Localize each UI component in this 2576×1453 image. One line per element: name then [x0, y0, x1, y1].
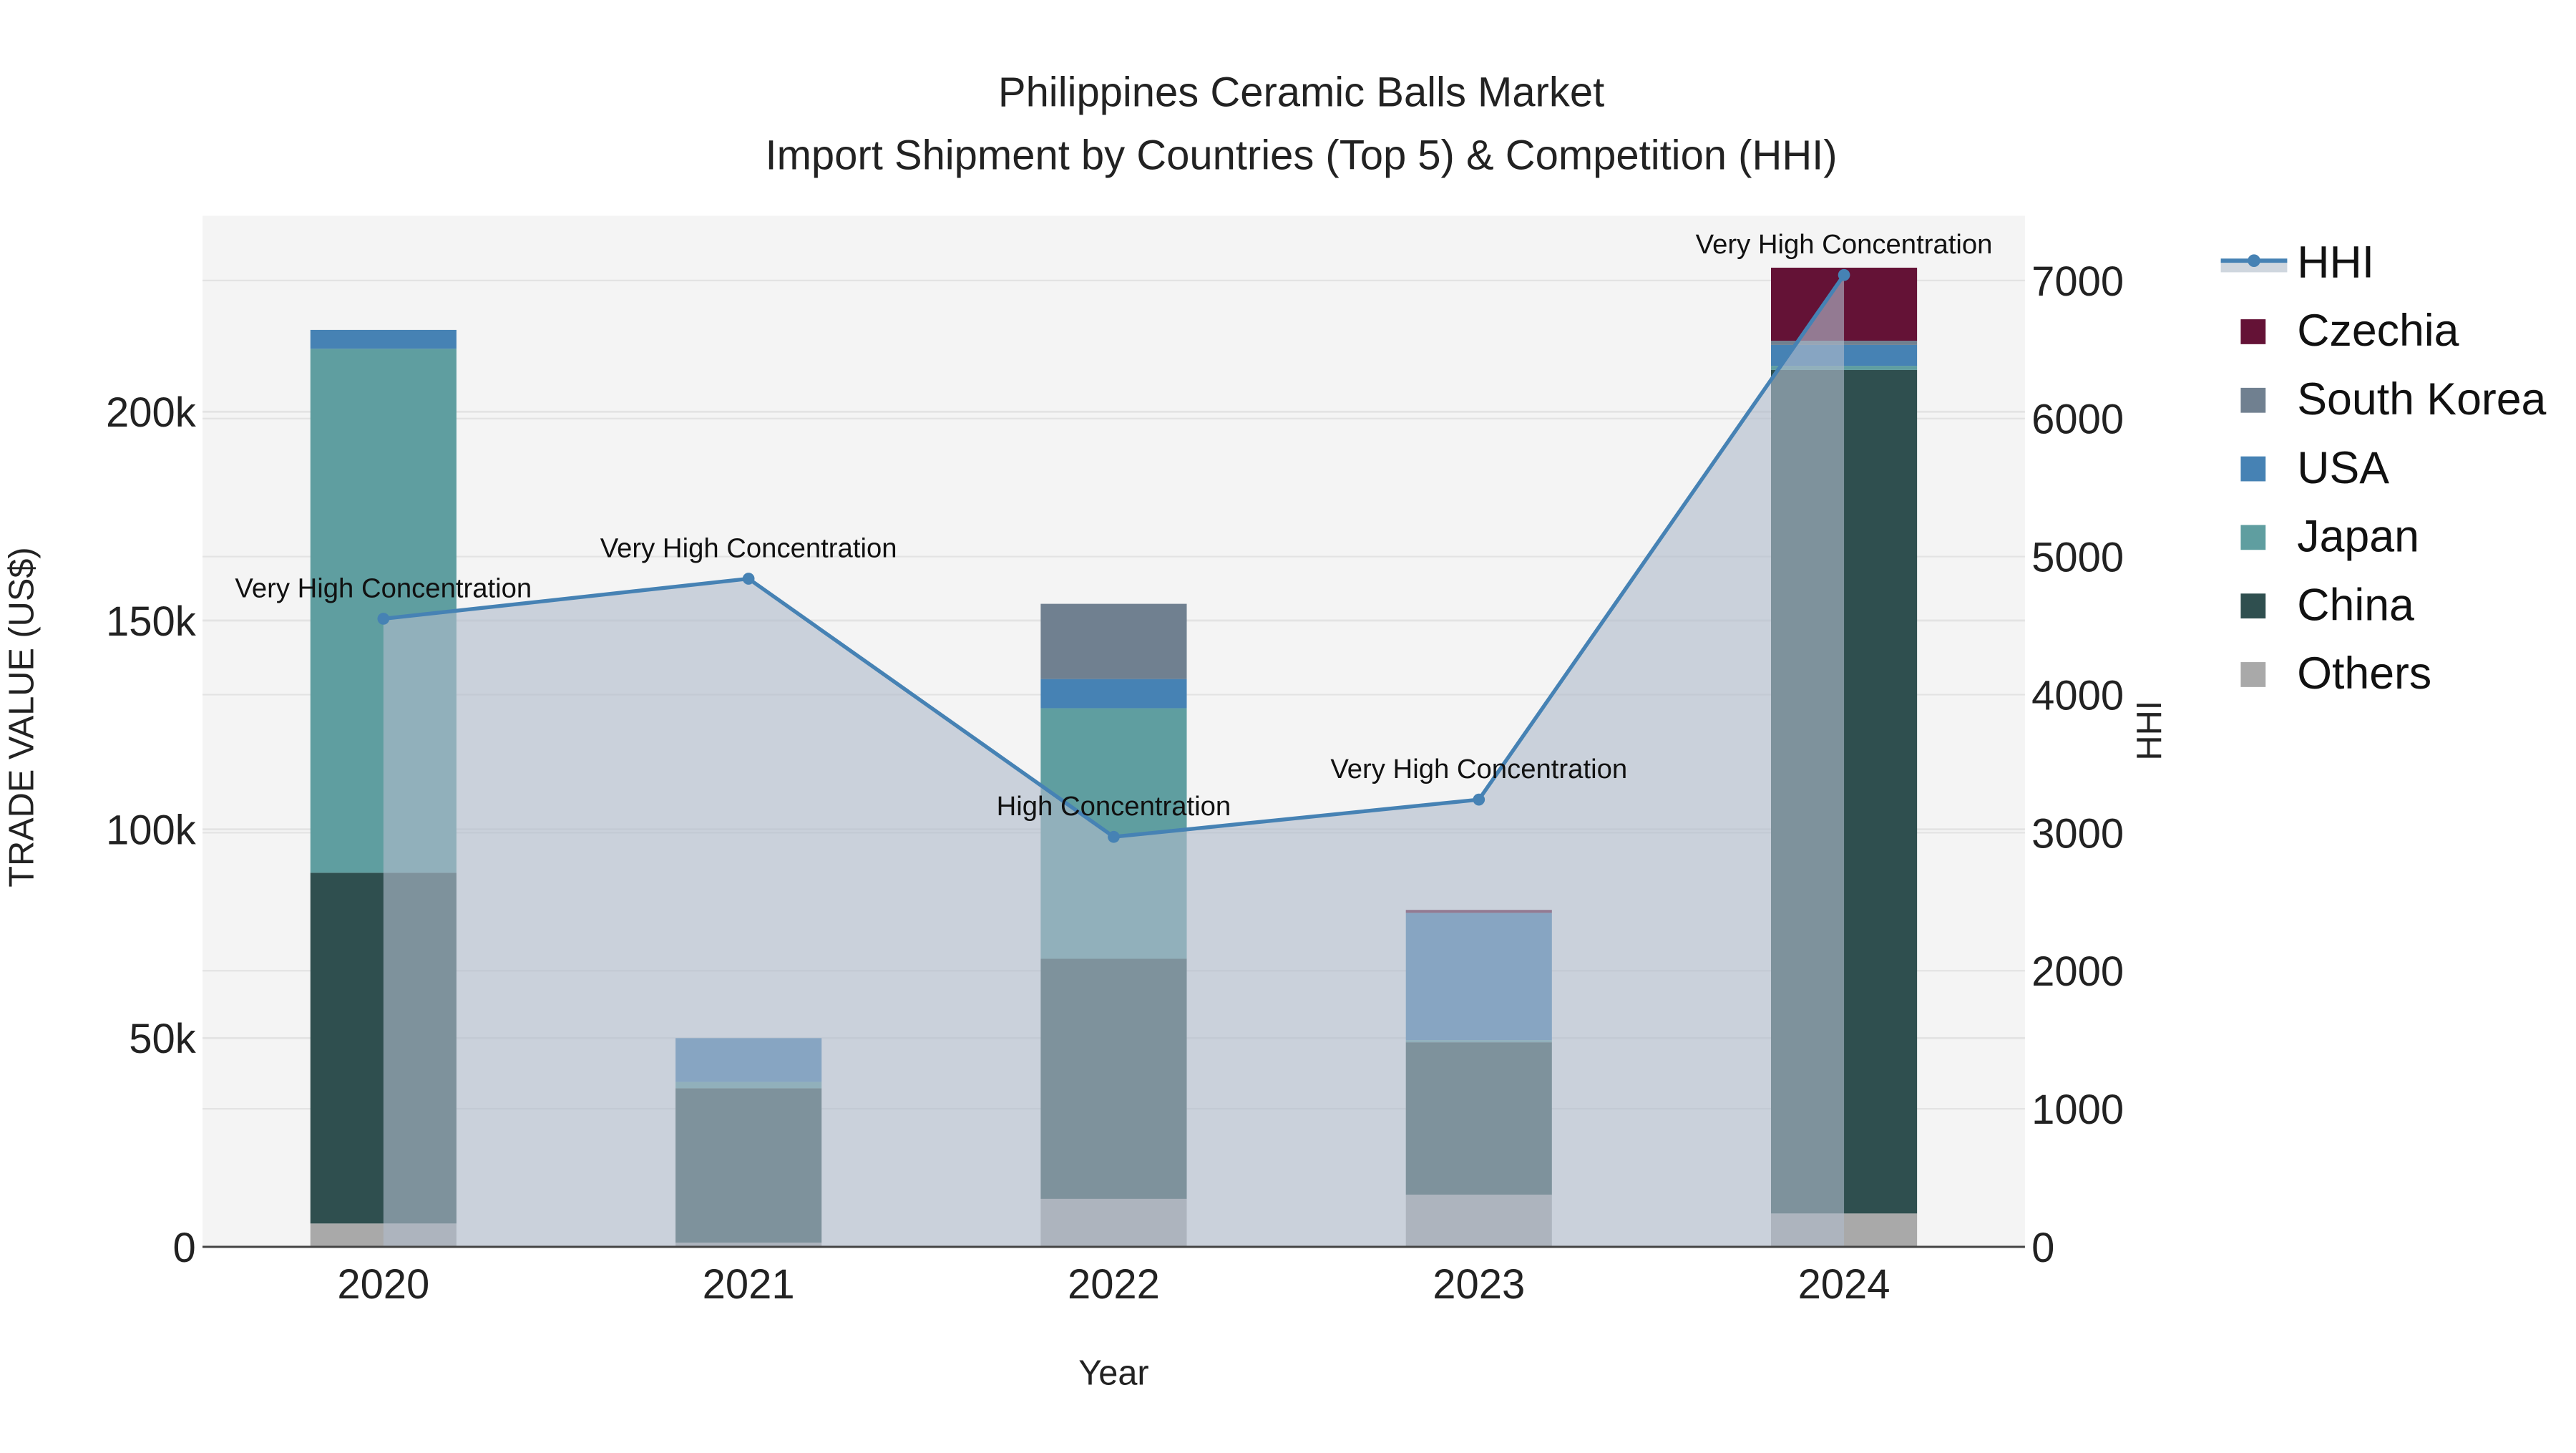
y-right-tick-label: 7000	[2031, 259, 2124, 305]
legend-swatch-icon	[2240, 525, 2266, 550]
y-right-tick-label: 2000	[2031, 949, 2124, 995]
bar-segment-south-korea[interactable]	[1040, 603, 1187, 679]
y-right-tick-label: 0	[2031, 1225, 2054, 1271]
hhi-annotation-2023: Very High Concentration	[1330, 754, 1627, 784]
legend-label: Czechia	[2297, 306, 2459, 356]
y-left-tick-label: 150k	[106, 599, 197, 645]
legend-item-hhi[interactable]: HHI	[2220, 237, 2375, 287]
title-line-1: Philippines Ceramic Balls Market	[998, 69, 1604, 115]
bar-segment-usa[interactable]	[310, 329, 457, 349]
hhi-series	[377, 268, 1850, 1248]
x-tick-label: 2021	[703, 1262, 795, 1308]
title-line-2: Import Shipment by Countries (Top 5) & C…	[766, 133, 1838, 179]
legend: HHI Czechia South Korea USA Japan China Others	[2220, 237, 2547, 699]
hhi-area	[383, 275, 1845, 1248]
y-right-tick-label: 6000	[2031, 397, 2124, 443]
x-tick-label: 2023	[1433, 1262, 1525, 1308]
legend-label: South Korea	[2297, 374, 2546, 424]
legend-label: Others	[2297, 648, 2431, 699]
hhi-annotation-2022: High Concentration	[997, 791, 1231, 822]
y-left-tick-label: 100k	[106, 808, 197, 854]
y-left-tick-label: 0	[172, 1225, 195, 1271]
legend-label: HHI	[2297, 237, 2374, 287]
legend-item-usa[interactable]: USA	[2240, 443, 2389, 493]
legend-swatch-icon	[2240, 593, 2266, 619]
y-right-axis-label: HHI	[2130, 701, 2169, 761]
legend-swatch-icon	[2240, 319, 2266, 344]
y-right-axis: 0 1000 2000 3000 4000 5000 6000 7000	[2031, 259, 2124, 1271]
y-right-tick-label: 5000	[2031, 535, 2124, 581]
bar-segment-south-korea[interactable]	[1771, 341, 1918, 345]
legend-label: USA	[2297, 443, 2389, 493]
hhi-annotation-2020: Very High Concentration	[235, 573, 532, 603]
hhi-point-2021[interactable]	[742, 573, 755, 585]
legend-item-czechia[interactable]: Czechia	[2240, 306, 2459, 356]
hhi-point-2020[interactable]	[377, 613, 390, 625]
x-tick-label: 2022	[1068, 1262, 1160, 1308]
legend-item-japan[interactable]: Japan	[2240, 512, 2419, 562]
y-left-axis-label: TRADE VALUE (US$)	[2, 547, 41, 887]
y-right-tick-label: 3000	[2031, 811, 2124, 857]
legend-label: Japan	[2297, 512, 2419, 562]
legend-item-others[interactable]: Others	[2240, 648, 2431, 699]
chart-title: Philippines Ceramic Balls Market Import …	[766, 69, 1838, 178]
legend-item-china[interactable]: China	[2240, 580, 2414, 630]
y-left-axis: 0 50k 100k 150k 200k	[106, 390, 197, 1271]
hhi-legend-marker-icon	[2248, 254, 2260, 267]
hhi-annotation-2024: Very High Concentration	[1696, 229, 1993, 260]
y-right-tick-label: 4000	[2031, 673, 2124, 719]
bar-segment-japan[interactable]	[1771, 366, 1918, 370]
legend-swatch-icon	[2240, 662, 2266, 687]
x-tick-label: 2020	[337, 1262, 429, 1308]
legend-swatch-icon	[2240, 387, 2266, 413]
y-left-tick-label: 200k	[106, 390, 197, 436]
x-tick-label: 2024	[1798, 1262, 1890, 1308]
y-right-tick-label: 1000	[2031, 1087, 2124, 1133]
y-left-tick-label: 50k	[129, 1016, 196, 1062]
x-axis: 2020 2021 2022 2023 2024	[337, 1262, 1890, 1308]
hhi-point-2023[interactable]	[1473, 793, 1485, 806]
hhi-point-2024[interactable]	[1838, 268, 1850, 281]
legend-item-south-korea[interactable]: South Korea	[2240, 374, 2547, 424]
x-axis-label: Year	[1078, 1354, 1148, 1393]
legend-label: China	[2297, 580, 2414, 630]
hhi-annotations: Very High Concentration Very High Concent…	[235, 229, 1992, 822]
legend-swatch-icon	[2240, 456, 2266, 482]
hhi-annotation-2021: Very High Concentration	[600, 533, 897, 563]
bar-segment-usa[interactable]	[1040, 679, 1187, 709]
hhi-point-2022[interactable]	[1108, 830, 1120, 843]
